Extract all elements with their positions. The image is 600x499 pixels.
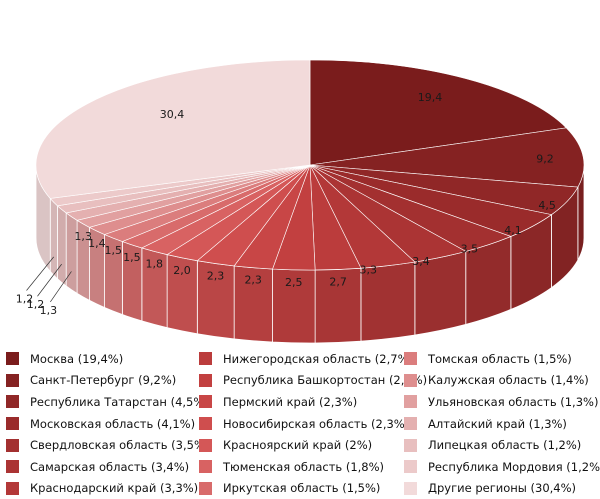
leader-line-18 <box>37 263 62 297</box>
legend-item: Москва (19,4%) <box>6 348 209 370</box>
data-label-19: 1,2 <box>16 292 34 305</box>
data-label-20: 30,4 <box>160 108 185 121</box>
legend-swatch <box>199 438 212 452</box>
legend-swatch <box>404 395 417 409</box>
legend-label: Новосибирская область (2,3%) <box>223 416 410 431</box>
legend-label: Липецкая область (1,2%) <box>428 438 582 453</box>
legend-item: Нижегородская область (2,7%) <box>199 348 427 370</box>
legend-label: Санкт-Петербург (9,2%) <box>30 373 177 388</box>
legend-swatch <box>6 481 19 495</box>
legend-item: Самарская область (3,4%) <box>6 456 209 478</box>
data-label-0: 19,4 <box>418 91 443 104</box>
data-label-17: 1,3 <box>40 304 58 317</box>
chart-legend: Москва (19,4%) Санкт-Петербург (9,2%) Респ… <box>0 348 600 495</box>
legend-label: Свердловская область (3,5%) <box>30 438 210 453</box>
data-label-8: 2,5 <box>285 276 303 289</box>
data-label-15: 1,4 <box>88 237 106 250</box>
legend-item: Красноярский край (2%) <box>199 434 427 456</box>
legend-label: Другие регионы (30,4%) <box>428 481 577 496</box>
pie-chart: 19,4 9,2 4,5 4,1 3,5 3,4 3,3 2,7 2,5 2,3 2,3 2,0 1,8… <box>16 59 585 344</box>
legend-item: Иркутская область (1,5%) <box>199 478 427 499</box>
legend-swatch <box>6 417 19 431</box>
data-label-16: 1,3 <box>74 230 92 243</box>
legend-item: Свердловская область (3,5%) <box>6 434 209 456</box>
legend-swatch <box>6 352 19 366</box>
legend-item: Калужская область (1,4%) <box>404 370 600 392</box>
legend-swatch <box>199 417 212 431</box>
data-label-10: 2,3 <box>207 270 225 283</box>
legend-swatch <box>199 373 212 387</box>
leader-line-17 <box>50 271 72 303</box>
legend-label: Красноярский край (2%) <box>223 438 373 453</box>
legend-item: Московская область (4,1%) <box>6 413 209 435</box>
legend-label: Республика Башкортостан (2,5%) <box>223 373 428 388</box>
legend-swatch <box>199 395 212 409</box>
legend-label: Калужская область (1,4%) <box>428 373 589 388</box>
data-label-7: 2,7 <box>329 275 347 288</box>
legend-label: Ульяновская область (1,3%) <box>428 394 599 409</box>
legend-item: Томская область (1,5%) <box>404 348 600 370</box>
legend-label: Москва (19,4%) <box>30 351 124 366</box>
legend-swatch <box>404 460 417 474</box>
legend-item: Ульяновская область (1,3%) <box>404 391 600 413</box>
legend-swatch <box>404 417 417 431</box>
pie-slice-1 <box>309 127 585 188</box>
pie-slice-20 <box>35 59 311 199</box>
data-label-4: 3,5 <box>461 242 479 255</box>
legend-label: Краснодарский край (3,3%) <box>30 481 199 496</box>
legend-item: Пермский край (2,3%) <box>199 391 427 413</box>
legend-item: Санкт-Петербург (9,2%) <box>6 370 209 392</box>
pie-slice-0 <box>309 59 567 166</box>
data-label-12: 1,8 <box>145 257 163 270</box>
legend-item: Краснодарский край (3,3%) <box>6 478 209 499</box>
leader-line-19 <box>26 256 54 291</box>
data-label-13: 1,5 <box>123 251 141 264</box>
data-label-9: 2,3 <box>244 274 262 287</box>
legend-swatch <box>199 481 212 495</box>
data-label-2: 4,5 <box>538 199 556 212</box>
legend-label: Самарская область (3,4%) <box>30 459 190 474</box>
legend-label: Республика Мордовия (1,2%) <box>428 459 600 474</box>
legend-label: Алтайский край (1,3%) <box>428 416 567 431</box>
legend-item: Республика Башкортостан (2,5%) <box>199 370 427 392</box>
data-label-5: 3,4 <box>412 255 430 268</box>
legend-swatch <box>404 352 417 366</box>
pie-wall-17 <box>65 212 78 295</box>
data-label-6: 3,3 <box>360 264 378 277</box>
legend-swatch <box>6 460 19 474</box>
legend-item: Алтайский край (1,3%) <box>404 413 600 435</box>
legend-swatch <box>404 373 417 387</box>
legend-label: Московская область (4,1%) <box>30 416 196 431</box>
legend-label: Республика Татарстан (4,5%) <box>30 394 209 409</box>
legend-swatch <box>6 438 19 452</box>
legend-label: Пермский край (2,3%) <box>223 394 358 409</box>
legend-label: Тюменская область (1,8%) <box>223 459 385 474</box>
legend-swatch <box>199 460 212 474</box>
data-label-1: 9,2 <box>536 152 554 165</box>
legend-item: Липецкая область (1,2%) <box>404 434 600 456</box>
legend-swatch <box>6 373 19 387</box>
legend-label: Иркутская область (1,5%) <box>223 481 381 496</box>
pie-wall-19 <box>49 197 58 280</box>
legend-swatch <box>404 481 417 495</box>
legend-item: Другие регионы (30,4%) <box>404 478 600 499</box>
pie-wall-18 <box>57 204 67 287</box>
data-label-3: 4,1 <box>504 224 522 237</box>
legend-swatch <box>199 352 212 366</box>
data-label-14: 1,5 <box>105 244 123 257</box>
legend-label: Томская область (1,5%) <box>428 351 572 366</box>
legend-item: Республика Татарстан (4,5%) <box>6 391 209 413</box>
legend-item: Новосибирская область (2,3%) <box>199 413 427 435</box>
legend-swatch <box>6 395 19 409</box>
data-label-11: 2,0 <box>173 264 191 277</box>
legend-label: Нижегородская область (2,7%) <box>223 351 413 366</box>
legend-swatch <box>404 438 417 452</box>
data-label-18: 1,2 <box>27 298 45 311</box>
legend-item: Тюменская область (1,8%) <box>199 456 427 478</box>
legend-item: Республика Мордовия (1,2%) <box>404 456 600 478</box>
